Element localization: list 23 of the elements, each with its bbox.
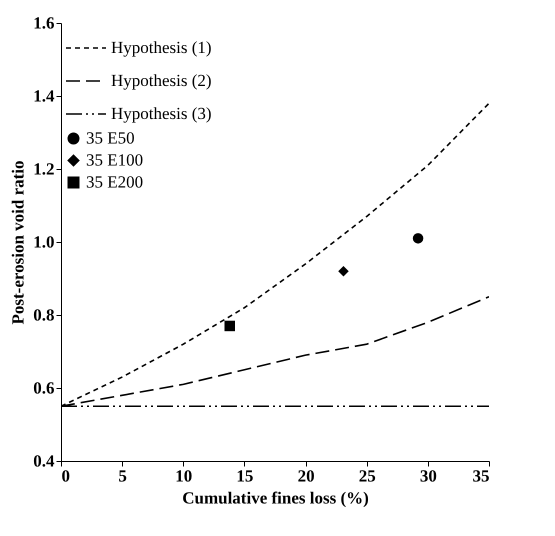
x-axis-title: Cumulative fines loss (%) [182, 488, 369, 508]
legend-label: 35 E50 [86, 128, 135, 148]
legend-label: 35 E100 [86, 150, 144, 170]
legend-label: Hypothesis (2) [111, 71, 212, 90]
y-tick-label: 0.4 [33, 452, 55, 470]
y-tick-label: 1.0 [33, 232, 54, 252]
legend-label: 35 E200 [86, 172, 144, 192]
x-tick-label: 5 [118, 466, 127, 486]
y-tick-label: 0.8 [33, 306, 54, 324]
y-axis-title: Post-erosion void ratio [8, 160, 28, 325]
x-tick-label: 25 [358, 466, 376, 486]
legend-label: Hypothesis (3) [111, 104, 212, 123]
x-tick-label: 10 [175, 466, 192, 486]
x-tick-label: 20 [298, 466, 315, 486]
legend-label: Hypothesis (1) [111, 38, 212, 57]
x-tick-label: 30 [420, 466, 437, 486]
y-tick-label: 0.6 [33, 378, 54, 398]
x-tick-label: 35 [472, 466, 490, 486]
x-tick-label: 0 [62, 466, 70, 486]
x-tick-label: 15 [236, 466, 254, 486]
y-tick-label: 1.4 [33, 86, 55, 106]
y-tick-label: 1.6 [33, 14, 54, 32]
y-tick-label: 1.2 [33, 160, 54, 178]
